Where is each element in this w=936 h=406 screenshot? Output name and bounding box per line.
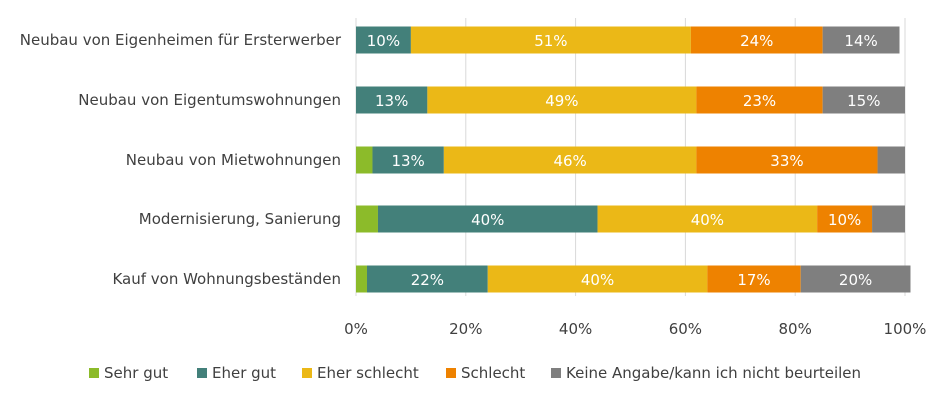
data-label: 46%	[553, 152, 586, 170]
bar-segment	[707, 265, 801, 293]
category-label: Neubau von Eigentumswohnungen	[78, 91, 341, 109]
bar-segment	[356, 26, 411, 54]
bar-segment	[443, 146, 697, 174]
bar-segment	[366, 265, 488, 293]
bar-segment	[877, 146, 905, 174]
legend-label: Sehr gut	[104, 364, 168, 382]
legend-swatch	[89, 368, 99, 378]
data-label: 17%	[737, 271, 770, 289]
legend-swatch	[302, 368, 312, 378]
data-label: 33%	[770, 152, 803, 170]
bar-segment	[822, 26, 900, 54]
legend-swatch	[197, 368, 207, 378]
data-label: 24%	[740, 32, 773, 50]
x-tick-label: 80%	[779, 320, 812, 338]
bar-segment	[356, 205, 378, 233]
bar-segment	[690, 26, 823, 54]
data-label: 23%	[743, 92, 776, 110]
legend-label: Eher schlecht	[317, 364, 419, 382]
bar-segment	[822, 86, 905, 114]
bar-segment	[800, 265, 911, 293]
bar-segment	[356, 146, 373, 174]
legend-swatch	[551, 368, 561, 378]
bar-segment	[410, 26, 691, 54]
bar-segment	[427, 86, 697, 114]
data-label: 20%	[839, 271, 872, 289]
x-tick-label: 60%	[669, 320, 702, 338]
bar-segment	[696, 146, 878, 174]
data-label: 15%	[847, 92, 880, 110]
bar-segment	[377, 205, 598, 233]
data-label: 49%	[545, 92, 578, 110]
bar-segment	[696, 86, 823, 114]
category-label: Modernisierung, Sanierung	[139, 210, 341, 228]
bar-segment	[597, 205, 818, 233]
data-label: 10%	[367, 32, 400, 50]
data-label: 40%	[691, 211, 724, 229]
bar-segment	[372, 146, 444, 174]
category-label: Neubau von Eigenheimen für Ersterwerber	[20, 31, 342, 49]
legend-label: Schlecht	[461, 364, 525, 382]
data-label: 40%	[471, 211, 504, 229]
x-tick-label: 0%	[344, 320, 368, 338]
legend-swatch	[446, 368, 456, 378]
bar-segment	[817, 205, 873, 233]
legend-label: Keine Angabe/kann ich nicht beurteilen	[566, 364, 861, 382]
data-label: 40%	[581, 271, 614, 289]
data-label: 10%	[828, 211, 861, 229]
x-tick-label: 100%	[884, 320, 927, 338]
data-label: 22%	[411, 271, 444, 289]
bar-segment	[356, 265, 367, 293]
data-label: 51%	[534, 32, 567, 50]
bar-segment	[872, 205, 905, 233]
bar-segment	[356, 86, 428, 114]
data-label: 14%	[844, 32, 877, 50]
category-label: Kauf von Wohnungsbeständen	[112, 270, 341, 288]
legend-label: Eher gut	[212, 364, 276, 382]
bar-segment	[487, 265, 708, 293]
data-label: 13%	[391, 152, 424, 170]
x-tick-label: 20%	[449, 320, 482, 338]
category-label: Neubau von Mietwohnungen	[126, 151, 341, 169]
data-label: 13%	[375, 92, 408, 110]
x-tick-label: 40%	[559, 320, 592, 338]
